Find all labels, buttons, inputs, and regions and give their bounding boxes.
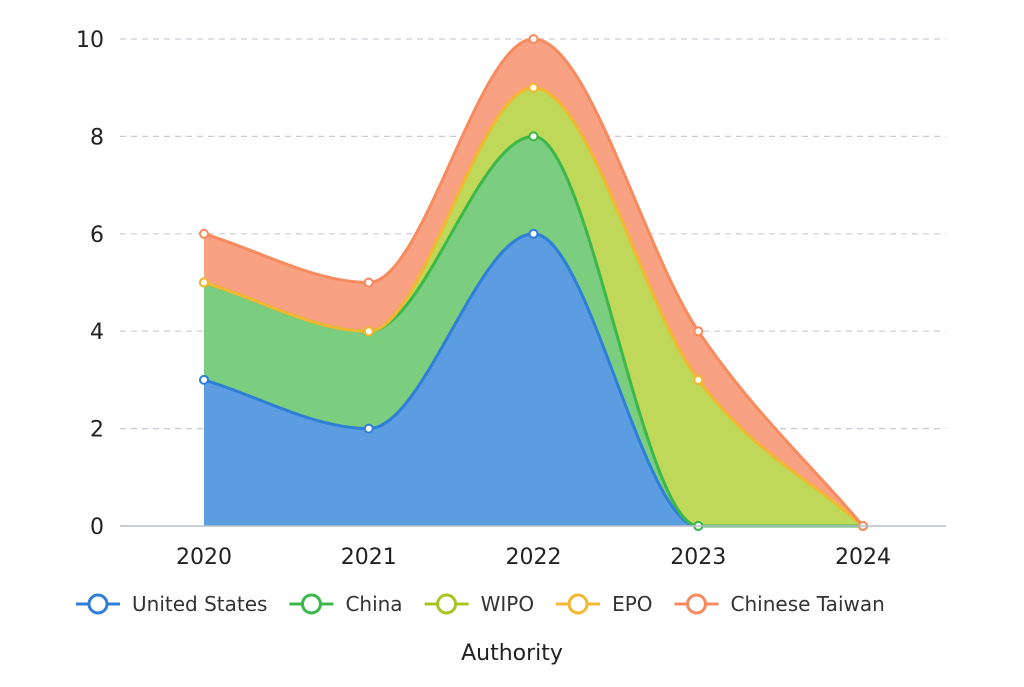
legend-label: China xyxy=(345,592,402,616)
legend-marker-icon xyxy=(89,595,107,613)
data-point[interactable] xyxy=(694,327,702,335)
x-tick-label: 2021 xyxy=(341,545,397,570)
data-point[interactable] xyxy=(530,84,538,92)
legend-label: EPO xyxy=(612,592,652,616)
x-tick-label: 2020 xyxy=(176,545,232,570)
data-point[interactable] xyxy=(365,425,373,433)
area-fills xyxy=(204,39,863,526)
legend-marker-icon xyxy=(569,595,587,613)
data-point[interactable] xyxy=(530,35,538,43)
legend-marker-icon xyxy=(302,595,320,613)
legend-item-chinese-taiwan[interactable]: Chinese Taiwan xyxy=(675,592,885,616)
legend-item-china[interactable]: China xyxy=(289,592,402,616)
legend-item-wipo[interactable]: WIPO xyxy=(425,592,534,616)
data-point[interactable] xyxy=(200,230,208,238)
legend: United States China WIPO EPO Chinese Taiwan xyxy=(76,592,885,616)
y-tick-label: 6 xyxy=(90,223,104,248)
legend-label: Chinese Taiwan xyxy=(731,592,885,616)
legend-marker-icon xyxy=(688,595,706,613)
data-point[interactable] xyxy=(530,230,538,238)
data-point[interactable] xyxy=(200,376,208,384)
y-tick-label: 10 xyxy=(76,28,104,53)
legend-label: WIPO xyxy=(481,592,534,616)
data-point[interactable] xyxy=(365,279,373,287)
x-tick-label: 2023 xyxy=(670,545,726,570)
x-tick-label: 2024 xyxy=(835,545,891,570)
data-point[interactable] xyxy=(530,132,538,140)
data-point[interactable] xyxy=(365,327,373,335)
y-tick-label: 2 xyxy=(90,418,104,443)
legend-label: United States xyxy=(132,592,267,616)
legend-item-epo[interactable]: EPO xyxy=(556,592,652,616)
y-tick-label: 4 xyxy=(90,320,104,345)
x-tick-label: 2022 xyxy=(506,545,562,570)
legend-item-united-states[interactable]: United States xyxy=(76,592,267,616)
legend-marker-icon xyxy=(438,595,456,613)
data-point[interactable] xyxy=(694,376,702,384)
y-tick-label: 0 xyxy=(90,515,104,540)
data-point[interactable] xyxy=(200,279,208,287)
stacked-area-chart: 0 2 4 6 8 10 2020 2021 2022 2023 2024 United State… xyxy=(0,0,1024,687)
x-axis-title: Authority xyxy=(461,641,563,666)
y-tick-label: 8 xyxy=(90,125,104,150)
